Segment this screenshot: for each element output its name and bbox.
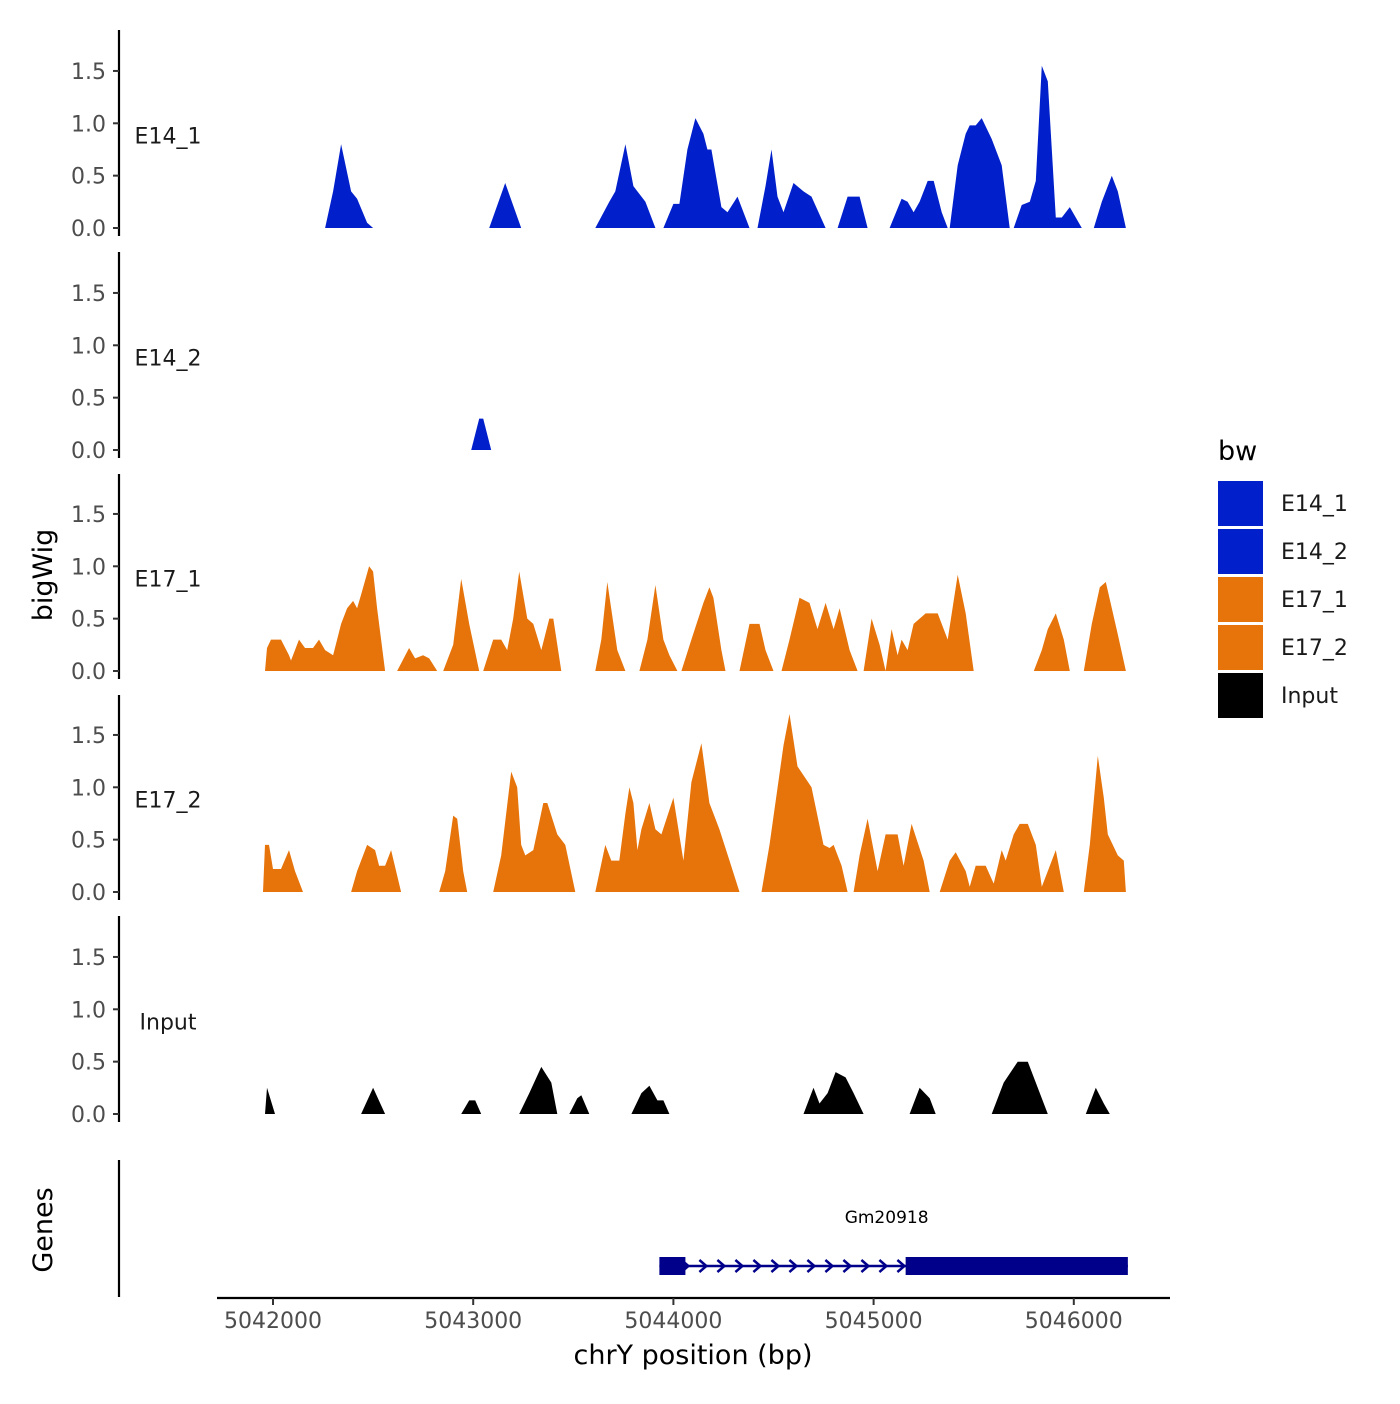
track-panels: 0.0 0.5 1.0 1.5 E14_1 0.0 0.5 1.0 1.5 E14_2 0.0 0.5… (71, 30, 1126, 1128)
x-tick-label: 5043000 (424, 1309, 522, 1334)
strand-arrow (842, 1259, 853, 1273)
x-tick-label: 5045000 (825, 1309, 923, 1334)
y-tick-label: 0.5 (71, 1051, 106, 1076)
legend-label-E14_1: E14_1 (1281, 492, 1348, 517)
y-tick-label: 1.0 (71, 776, 106, 801)
y-tick-label: 1.5 (71, 60, 106, 85)
strand-arrow (788, 1259, 799, 1273)
track-panel-E17_1: 0.0 0.5 1.0 1.5 E17_1 (71, 474, 1126, 685)
panel-label-E14_1: E14_1 (135, 124, 202, 149)
y-tick-label: 0.0 (71, 660, 106, 685)
y-tick-label: 1.0 (71, 555, 106, 580)
strand-arrow (698, 1259, 709, 1273)
coverage-area-E17_2 (263, 714, 1126, 892)
strand-arrow (824, 1259, 835, 1273)
gene-track: Gm20918 (117, 1160, 1128, 1297)
x-tick-label: 5046000 (1025, 1309, 1123, 1334)
track-panel-E14_1: 0.0 0.5 1.0 1.5 E14_1 (71, 30, 1126, 242)
coverage-area-E14_2 (471, 418, 492, 450)
x-axis-title: chrY position (bp) (573, 1340, 812, 1371)
strand-arrow (734, 1259, 745, 1273)
legend-swatch-E17_2 (1218, 625, 1263, 670)
gene-name-label: Gm20918 (845, 1208, 929, 1228)
gene-exon (905, 1257, 1128, 1275)
track-panel-Input: 0.0 0.5 1.0 1.5 Input (71, 916, 1110, 1128)
coverage-area-Input (265, 1061, 1110, 1114)
x-axis: 5042000 5043000 5044000 5045000 5046000 (217, 1296, 1170, 1334)
coverage-area-E14_1 (325, 65, 1126, 228)
y-tick-label: 1.0 (71, 112, 106, 137)
y-tick-label: 1.5 (71, 503, 106, 528)
y-tick-label: 0.0 (71, 439, 106, 464)
x-tick-label: 5044000 (624, 1309, 722, 1334)
x-tick-label: 5042000 (224, 1309, 322, 1334)
panel-label-E14_2: E14_2 (135, 346, 202, 371)
strand-arrow (752, 1259, 763, 1273)
legend-swatch-E14_2 (1218, 529, 1263, 574)
y-tick-label: 0.5 (71, 165, 106, 190)
strand-arrow (806, 1259, 817, 1273)
y-tick-label: 0.0 (71, 1103, 106, 1128)
panel-label-E17_2: E17_2 (135, 788, 202, 813)
legend-swatch-E14_1 (1218, 481, 1263, 526)
track-panel-E17_2: 0.0 0.5 1.0 1.5 E17_2 (71, 695, 1126, 906)
y-tick-label: 0.0 (71, 217, 106, 242)
y-tick-label: 1.0 (71, 334, 106, 359)
strand-arrow (770, 1259, 781, 1273)
strand-arrow (716, 1259, 727, 1273)
y-tick-label: 1.0 (71, 998, 106, 1023)
legend: bw E14_1 E14_2 E17_1 E17_2 Input (1218, 436, 1348, 718)
y-tick-label: 0.0 (71, 881, 106, 906)
track-panel-E14_2: 0.0 0.5 1.0 1.5 E14_2 (71, 252, 492, 464)
y-tick-label: 1.5 (71, 946, 106, 971)
gene-exon (659, 1257, 686, 1275)
coverage-area-E17_1 (265, 566, 1126, 671)
panel-label-Input: Input (140, 1010, 197, 1035)
legend-label-Input: Input (1281, 684, 1338, 709)
y-tick-label: 1.5 (71, 282, 106, 307)
legend-swatch-Input (1218, 673, 1263, 718)
y-tick-label: 0.5 (71, 608, 106, 633)
strand-arrow (878, 1259, 889, 1273)
gene-track-title: Genes (28, 1187, 59, 1272)
legend-label-E17_2: E17_2 (1281, 636, 1348, 661)
legend-swatch-E17_1 (1218, 577, 1263, 622)
y-tick-label: 1.5 (71, 724, 106, 749)
panel-label-E17_1: E17_1 (135, 567, 202, 592)
strand-arrow (896, 1259, 907, 1273)
legend-label-E17_1: E17_1 (1281, 588, 1348, 613)
strand-arrow (860, 1259, 871, 1273)
y-axis-title: bigWig (28, 529, 59, 622)
legend-label-E14_2: E14_2 (1281, 540, 1348, 565)
y-tick-label: 0.5 (71, 387, 106, 412)
y-tick-label: 0.5 (71, 829, 106, 854)
legend-title: bw (1218, 436, 1257, 467)
